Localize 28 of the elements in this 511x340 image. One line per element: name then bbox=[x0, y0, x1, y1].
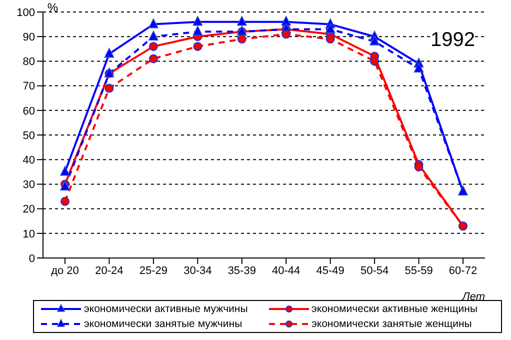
y-tick-label: 70 bbox=[22, 80, 35, 93]
legend-label: экономически активные мужчины bbox=[84, 303, 248, 315]
x-tick-label: 40-44 bbox=[272, 264, 300, 277]
y-tick-label: 90 bbox=[22, 32, 35, 44]
y-tick-label: 80 bbox=[22, 56, 35, 68]
y-tick-label: 60 bbox=[22, 105, 35, 118]
legend-label: экономически занятые женщины bbox=[312, 318, 472, 330]
x-tick-label: 55-59 bbox=[404, 264, 433, 277]
x-tick-label: 45-49 bbox=[316, 264, 344, 277]
x-tick-label: 50-54 bbox=[360, 264, 389, 277]
x-tick-label: до 20 bbox=[51, 264, 79, 277]
x-tick-label: 30-34 bbox=[184, 264, 212, 277]
x-tick-label: 35-39 bbox=[228, 264, 256, 277]
x-tick-label: 25-29 bbox=[139, 264, 168, 277]
y-axis-title: % bbox=[47, 0, 58, 15]
y-tick-label: 20 bbox=[22, 204, 35, 216]
x-axis-title: Лет bbox=[461, 291, 485, 303]
y-tick-label: 50 bbox=[22, 130, 35, 142]
legend-label: экономически занятые мужчины bbox=[84, 318, 242, 330]
annotation: 1992 bbox=[430, 29, 475, 51]
y-tick-label: 30 bbox=[22, 179, 35, 192]
x-tick-label: 20-24 bbox=[95, 264, 124, 277]
y-tick-label: 100 bbox=[16, 6, 35, 19]
y-tick-label: 40 bbox=[22, 154, 35, 167]
y-tick-label: 0 bbox=[28, 252, 35, 265]
y-tick-label: 10 bbox=[22, 228, 35, 240]
legend-label: экономически активные женщины bbox=[312, 303, 478, 315]
x-tick-label: 60-72 bbox=[448, 264, 478, 277]
